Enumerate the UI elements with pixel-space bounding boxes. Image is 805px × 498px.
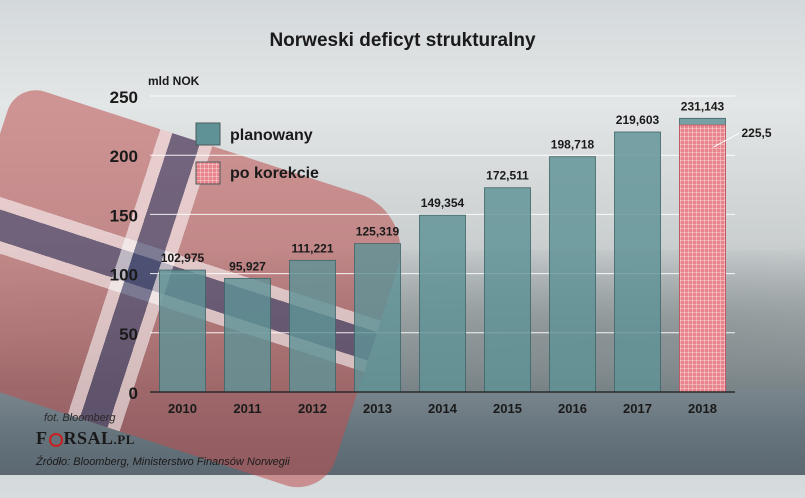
y-tick-label: 100 [110, 266, 138, 285]
x-tick-label-2011: 2011 [233, 401, 261, 416]
x-tick-label-2018: 2018 [688, 401, 717, 416]
brand-rest: RSAL [63, 428, 114, 448]
value-label-planowany-2011: 95,927 [229, 259, 266, 273]
source-note: Źródło: Bloomberg, Ministerstwo Finansów… [36, 456, 290, 468]
y-tick-labels: 0 50 100 150 200 250 [110, 88, 138, 403]
y-tick-label: 200 [110, 147, 138, 166]
logo-ring-icon [48, 432, 63, 447]
y-axis-unit-label: mld NOK [148, 74, 200, 88]
bars [159, 117, 726, 393]
leader-line-po-korekcie [713, 132, 740, 148]
value-label-planowany-2016: 198,718 [551, 138, 595, 152]
x-tick-label-2012: 2012 [298, 401, 327, 416]
y-tick-label: 0 [129, 384, 138, 403]
chart-title: Norweski deficyt strukturalny [269, 30, 536, 51]
bar-planowany-2011 [224, 278, 271, 393]
legend-label-planowany: planowany [230, 127, 313, 144]
value-label-planowany-2010: 102,975 [161, 251, 205, 265]
bar-value-labels: 102,975 95,927 111,221 125,319 149,354 172,51… [161, 99, 772, 273]
value-label-planowany-2013: 125,319 [356, 225, 400, 239]
brand-prefix: F [36, 428, 48, 448]
value-label-planowany-2017: 219,603 [616, 113, 660, 127]
legend: planowany po korekcie [195, 122, 319, 185]
y-tick-label: 150 [110, 206, 138, 225]
y-tick-label: 250 [110, 88, 138, 107]
x-tick-label-2014: 2014 [428, 401, 458, 416]
forsal-logo[interactable]: F RSAL.PL [36, 428, 135, 449]
value-label-planowany-2012: 111,221 [291, 241, 333, 255]
value-label-planowany-2014: 149,354 [421, 196, 465, 210]
bar-chart: 0 50 100 150 200 250 102,975 95,927 111,221 125,… [110, 88, 772, 416]
bar-po-korekcie-2018 [679, 124, 726, 393]
bar-planowany-2015 [484, 187, 531, 393]
legend-swatch-planowany [195, 122, 221, 146]
bar-planowany-2012 [289, 259, 336, 393]
x-tick-label-2017: 2017 [623, 401, 652, 416]
x-tick-label-2016: 2016 [558, 401, 587, 416]
y-tick-label: 50 [119, 325, 138, 344]
x-tick-label-2013: 2013 [363, 401, 392, 416]
bar-planowany-2014 [419, 214, 466, 393]
x-tick-label-2015: 2015 [493, 401, 522, 416]
bar-planowany-2013 [354, 243, 401, 393]
bar-planowany-2010 [159, 269, 206, 393]
photo-credit: fot. Bloomberg [44, 412, 116, 424]
bar-planowany-2017 [614, 131, 661, 393]
value-label-po-korekcie-2018: 225,5 [742, 126, 772, 140]
x-tick-labels: 2010 2011 2012 2013 2014 2015 2016 2017 2018 [168, 401, 717, 416]
value-label-planowany-2018: 231,143 [681, 99, 725, 113]
brand-suffix: .PL [113, 432, 135, 447]
legend-swatch-po-korekcie [195, 161, 221, 185]
x-tick-label-2010: 2010 [168, 401, 197, 416]
value-label-planowany-2015: 172,511 [486, 169, 529, 183]
legend-label-po-korekcie: po korekcie [230, 165, 319, 182]
bar-planowany-2016 [549, 156, 596, 393]
